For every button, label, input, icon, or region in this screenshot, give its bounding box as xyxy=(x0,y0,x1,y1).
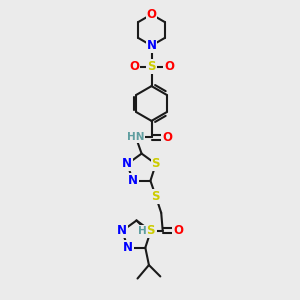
Text: N: N xyxy=(117,224,127,237)
Text: HN: HN xyxy=(127,132,145,142)
Text: N: N xyxy=(122,158,132,170)
Text: O: O xyxy=(162,131,172,144)
Text: S: S xyxy=(146,224,155,237)
Text: S: S xyxy=(152,158,160,170)
Text: S: S xyxy=(147,60,156,73)
Text: O: O xyxy=(146,8,157,21)
Text: O: O xyxy=(129,60,139,73)
Text: O: O xyxy=(164,60,174,73)
Text: HN: HN xyxy=(138,226,156,236)
Text: N: N xyxy=(146,39,157,52)
Text: N: N xyxy=(128,174,138,187)
Text: S: S xyxy=(152,190,160,203)
Text: O: O xyxy=(173,224,183,237)
Text: N: N xyxy=(123,241,133,254)
